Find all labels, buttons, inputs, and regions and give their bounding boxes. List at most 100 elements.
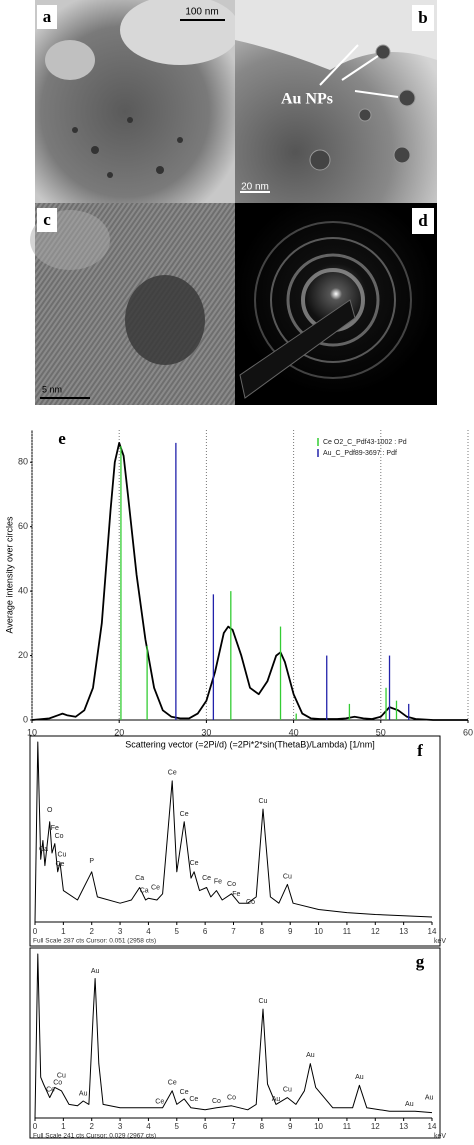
peak-label: Fe [51,825,59,832]
peak-label: Au [306,1052,315,1059]
y-tick-label: 80 [18,457,28,467]
peak-label: Co [212,1098,221,1105]
panel-label: b [418,8,427,27]
y-tick-label: 0 [23,714,28,724]
annotation: Au NPs [281,91,333,108]
tem-image-a [35,0,240,203]
peak-label: Ce [168,1079,177,1086]
x-tick-label: 2 [89,1122,94,1131]
x-tick-label: 10 [27,727,37,737]
x-tick-label: 5 [175,1122,180,1131]
axes [31,430,468,721]
peak-label: Cu [57,1073,66,1080]
x-tick-label: 13 [399,1122,408,1131]
x-tick-label: 10 [314,927,323,936]
peak-label: O [47,807,53,814]
x-axis-label: Scattering vector (=2Pi/d) (=2Pi*2*sin(T… [125,739,375,749]
peak-label: Ca [39,846,48,853]
x-tick-label: 8 [260,927,265,936]
peak-label: Cu [57,852,66,859]
panel-label: g [416,952,425,971]
panel-label: f [417,741,423,760]
peak-label: Au [79,1090,88,1097]
x-tick-label: 0 [33,1122,38,1131]
legend-label: Ce O2_C_Pdf43-1002 : Pd [323,439,407,446]
panel-label: c [43,210,51,229]
x-tick-label: 60 [463,727,473,737]
peak-label: Ce [180,811,189,818]
x-tick-label: 8 [260,1122,265,1131]
x-tick-label: 12 [371,1122,380,1131]
peak-label: Au [425,1094,434,1101]
peak-label: Fe [214,879,222,886]
scale-bar-label: 20 nm [241,182,269,193]
x-tick-label: 50 [376,727,386,737]
x-tick-label: 6 [203,1122,208,1131]
x-tick-label: 11 [343,1122,352,1131]
x-tick-label: 7 [231,927,236,936]
x-tick-label: 14 [428,1122,437,1131]
peak-label: Au [91,968,100,975]
peak-label: Au [355,1074,364,1081]
y-tick-label: 40 [18,585,28,595]
x-tick-label: 3 [118,927,123,936]
peak-label: Ce [202,875,211,882]
spectrum [34,741,433,923]
panel-label: d [418,211,428,230]
peak-label: Ce [155,1099,164,1106]
x-tick-label: 14 [428,927,437,936]
peak-label: Cu [259,998,268,1005]
x-tick-label: 11 [343,927,352,936]
x-tick-label: 13 [399,927,408,936]
x-tick-label: 6 [203,927,208,936]
x-tick-label: 12 [371,927,380,936]
spectrum [34,953,433,1119]
peak-label: Co [227,881,236,888]
peak-label: Cu [283,874,292,881]
peak-label: Co [227,1094,236,1101]
intensity-curve [31,442,468,721]
x-tick-label: 5 [175,927,180,936]
peak-label: P [89,858,94,865]
label-box [37,5,57,29]
x-tick-label: 3 [118,1122,123,1131]
x-unit: keV [434,1133,446,1140]
peak-label: Cu [259,798,268,805]
peak-label: Ca [135,875,144,882]
peak-label: Co [53,1079,62,1086]
peak-label: Ce [168,770,177,777]
x-tick-label: 7 [231,1122,236,1131]
y-tick-label: 60 [18,521,28,531]
x-unit: keV [434,938,446,945]
y-axis-label: Average intensity over circles [4,516,14,633]
x-tick-label: 4 [146,1122,151,1131]
peak-label: Ce [190,860,199,867]
x-tick-label: 40 [289,727,299,737]
tem-image-c [30,203,235,405]
peak-label: Ca [140,887,149,894]
peak-label: Ce [55,861,64,868]
tem-image-b [235,0,437,203]
y-tick-label: 20 [18,650,28,660]
x-tick-label: 1 [61,927,66,936]
x-tick-label: 9 [288,1122,293,1131]
x-tick-label: 20 [114,727,124,737]
x-tick-label: 0 [33,927,38,936]
peak-label: Co [246,899,255,906]
x-tick-label: 4 [146,927,151,936]
peak-label: Au [272,1096,281,1103]
legend-label: Au_C_Pdf89-3697 : Pdf [323,450,397,457]
peak-label: Ce [151,884,160,891]
peak-label: Fe [232,891,240,898]
x-tick-label: 30 [201,727,211,737]
peak-label: Au [405,1101,414,1108]
scale-bar-label: 5 nm [42,384,62,394]
x-tick-label: 2 [89,927,94,936]
label-box [412,5,434,31]
diffraction-image-d [235,203,437,405]
label-box [412,208,434,234]
peak-label: Ce [189,1096,198,1103]
x-tick-label: 10 [314,1122,323,1131]
